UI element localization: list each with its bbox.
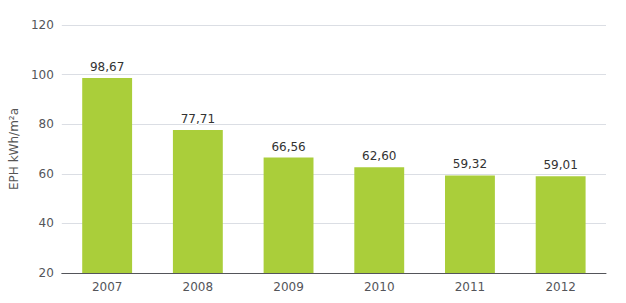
svg-text:59,32: 59,32 (453, 157, 487, 171)
svg-text:2011: 2011 (455, 280, 486, 294)
svg-text:60: 60 (39, 167, 54, 181)
svg-text:40: 40 (39, 216, 54, 230)
svg-text:120: 120 (31, 18, 54, 32)
svg-text:77,71: 77,71 (181, 112, 215, 126)
svg-text:80: 80 (39, 117, 54, 131)
svg-text:100: 100 (31, 68, 54, 82)
svg-text:66,56: 66,56 (271, 140, 305, 154)
svg-text:62,60: 62,60 (362, 149, 396, 163)
svg-text:20: 20 (39, 266, 54, 280)
svg-text:2012: 2012 (545, 280, 576, 294)
svg-text:2008: 2008 (183, 280, 214, 294)
svg-text:2010: 2010 (364, 280, 395, 294)
svg-text:EPH kWh/m²a: EPH kWh/m²a (7, 108, 21, 190)
svg-text:59,01: 59,01 (543, 158, 577, 172)
svg-text:2009: 2009 (273, 280, 304, 294)
svg-text:2007: 2007 (92, 280, 123, 294)
svg-text:98,67: 98,67 (90, 60, 124, 74)
